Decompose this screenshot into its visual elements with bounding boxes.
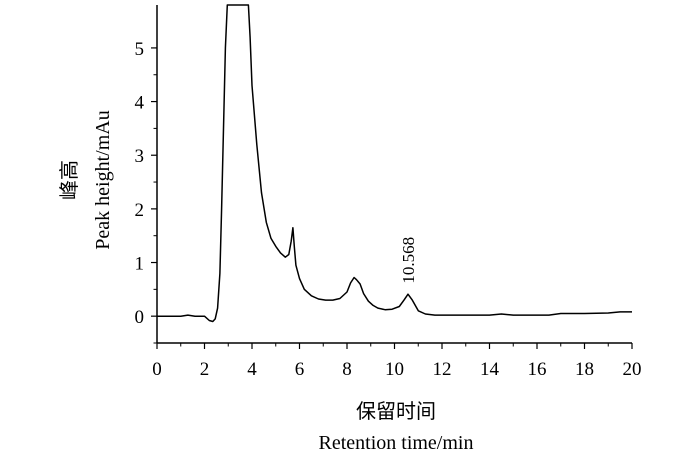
x-tick-label: 0 (152, 359, 162, 380)
y-tick-label: 5 (135, 39, 145, 60)
axes (156, 5, 632, 344)
series-line (157, 4, 632, 323)
x-tick-label: 2 (200, 359, 210, 380)
x-axis-title: Retention time/min (319, 432, 474, 454)
y-tick-label: 4 (135, 93, 145, 114)
x-tick-label: 16 (528, 359, 547, 380)
x-tick-label: 8 (342, 359, 352, 380)
x-tick-label: 14 (480, 359, 500, 380)
y-axis-title: Peak height/mAu (92, 110, 114, 249)
peak-label: 10.568 (399, 237, 418, 284)
x-tick-label: 18 (575, 359, 594, 380)
x-tick-label: 6 (295, 359, 305, 380)
x-tick-label: 4 (247, 359, 257, 380)
y-tick-label: 2 (135, 200, 145, 221)
y-tick-label: 3 (135, 146, 145, 167)
y-tick-label: 0 (135, 307, 145, 328)
y-axis-title-cn: 峰高 (58, 160, 81, 200)
x-axis-title-cn: 保留时间 (356, 400, 436, 423)
y-tick-label: 1 (135, 254, 145, 275)
x-tick-label: 20 (623, 359, 642, 380)
x-tick-label: 10 (385, 359, 404, 380)
x-tick-label: 12 (433, 359, 452, 380)
axis-labels: 保留时间 Retention time/min 峰高 Peak height/m… (58, 110, 473, 454)
plot-area: 10.568 (157, 4, 632, 323)
